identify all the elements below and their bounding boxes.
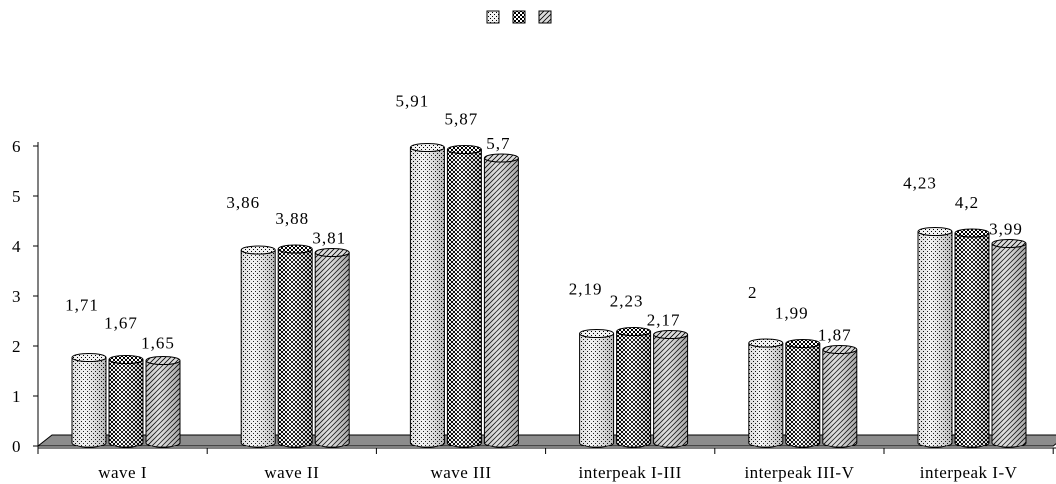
bar — [240, 245, 276, 448]
bar-shade — [109, 359, 143, 447]
bar — [71, 353, 107, 448]
bar-shade — [822, 349, 857, 447]
y-tick-label: 1 — [12, 387, 21, 406]
data-label: 1,67 — [104, 314, 138, 333]
x-category-label: interpeak I-III — [579, 463, 682, 482]
bar — [822, 345, 858, 448]
x-axis: wave I wave II wave III interpeak I-III inte… — [37, 447, 1056, 482]
legend-swatch-2 — [512, 10, 526, 24]
y-tick-label: 4 — [12, 237, 21, 256]
bar-cap — [483, 153, 519, 163]
y-tick-label: 2 — [12, 337, 21, 356]
x-category-label: interpeak III-V — [744, 463, 854, 482]
data-label: 1,87 — [818, 326, 852, 345]
legend-swatch-3 — [538, 10, 552, 24]
bar — [579, 329, 615, 448]
data-label: 4,2 — [955, 193, 979, 212]
bar-cap — [240, 245, 276, 255]
bar-shade — [146, 360, 180, 447]
data-label: 3,81 — [312, 229, 346, 248]
bar — [314, 248, 350, 448]
bar — [409, 143, 445, 448]
y-tick-label: 0 — [12, 437, 21, 456]
bar — [277, 244, 313, 448]
bar-cap — [314, 248, 350, 257]
bar-shade — [992, 243, 1026, 447]
bar-cap — [822, 345, 858, 354]
bar-shade — [315, 252, 350, 447]
bar — [991, 239, 1027, 448]
data-label: 3,88 — [275, 209, 309, 228]
bar-shade — [241, 250, 276, 447]
data-label: 1,65 — [141, 334, 175, 353]
data-label: 4,23 — [903, 174, 937, 193]
bar-shade — [748, 343, 783, 447]
floor-plane — [36, 434, 1056, 447]
data-label: 1,99 — [775, 304, 809, 323]
bars — [71, 143, 1027, 448]
data-label: 3,99 — [989, 220, 1023, 239]
y-tick-label: 5 — [12, 187, 21, 206]
bar-cap — [145, 356, 181, 365]
data-label: 2,17 — [647, 311, 681, 330]
bar — [785, 339, 821, 448]
bar-cap — [954, 228, 990, 238]
y-axis: 0 1 2 3 4 5 6 — [12, 137, 39, 456]
bar-shade — [484, 158, 519, 447]
x-category-label: wave I — [98, 463, 147, 482]
bar-shade — [447, 149, 482, 447]
x-category-label: wave III — [430, 463, 491, 482]
bar — [748, 338, 784, 448]
data-label: 1,71 — [65, 296, 99, 315]
bar — [483, 153, 519, 448]
bar-cap — [616, 327, 652, 336]
data-labels: 1,71 1,671,65 3,86 3,883,81 5,91 5,87 5,7 2,19 2… — [65, 92, 1023, 353]
data-label: 2,23 — [610, 292, 644, 311]
bar-cap — [108, 355, 144, 364]
bar-shade — [579, 333, 614, 447]
bar-shade — [410, 147, 445, 447]
bar-cap — [579, 329, 615, 338]
bar — [917, 227, 953, 448]
bar-cap — [71, 353, 107, 362]
data-label: 2 — [748, 283, 758, 302]
bar-cap — [653, 330, 689, 339]
bar — [653, 330, 689, 448]
legend-swatch-1 — [486, 10, 500, 24]
bar-cap — [917, 227, 953, 236]
bar-shade — [785, 343, 820, 447]
bar-cap — [748, 338, 784, 348]
bar-cap — [991, 239, 1027, 248]
bar-cap — [277, 244, 313, 254]
bar — [616, 327, 652, 448]
bar — [446, 145, 482, 448]
bar — [108, 355, 144, 448]
bar — [954, 228, 990, 448]
bar-shade — [918, 231, 952, 447]
bar-shade — [616, 331, 651, 447]
bar-cap — [785, 339, 821, 348]
data-label: 5,91 — [396, 92, 430, 111]
x-category-label: interpeak I-V — [920, 463, 1018, 482]
data-label: 5,87 — [445, 110, 479, 129]
data-label: 5,7 — [486, 134, 510, 153]
bar-shade — [653, 334, 688, 447]
data-label: 3,86 — [226, 193, 260, 212]
data-label: 2,19 — [569, 280, 603, 299]
x-category-label: wave II — [264, 463, 319, 482]
bar-shade — [278, 249, 313, 447]
bar — [145, 356, 181, 448]
y-tick-label: 3 — [12, 287, 21, 306]
y-tick-label: 6 — [12, 137, 21, 156]
bar-shade — [955, 233, 989, 447]
chart-floor — [36, 434, 1056, 447]
bar-shade — [72, 357, 106, 447]
bar-cap — [446, 145, 482, 154]
bar-cap — [409, 143, 445, 152]
legend — [486, 10, 552, 24]
